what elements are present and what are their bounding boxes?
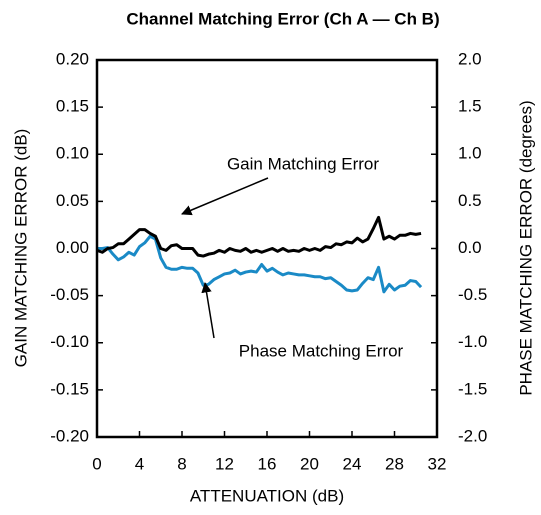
- x-tick-label: 12: [215, 454, 234, 473]
- annotation-arrow: [181, 177, 269, 216]
- y2-tick-label: 0.0: [458, 238, 482, 257]
- y2-tick-label: 0.5: [458, 191, 482, 210]
- y-tick-label: -0.20: [50, 426, 89, 445]
- annotation-arrow: [201, 281, 215, 339]
- x-tick-label: 28: [385, 454, 404, 473]
- y-tick-label: 0.10: [56, 144, 89, 163]
- y2-tick-label: 2.0: [458, 49, 482, 68]
- y-axis-label: GAIN MATCHING ERROR (dB): [11, 129, 30, 368]
- y-tick-label: -0.05: [50, 285, 89, 304]
- y-tick-label: 0.05: [56, 191, 89, 210]
- y-tick-label: 0.00: [56, 238, 89, 257]
- y2-tick-label: 1.5: [458, 97, 482, 116]
- y-tick-label: -0.15: [50, 379, 89, 398]
- annotation: Phase Matching Error: [239, 341, 404, 360]
- y2-tick-label: -2.0: [458, 426, 487, 445]
- x-tick-label: 24: [343, 454, 362, 473]
- y2-tick-label: 1.0: [458, 144, 482, 163]
- y2-axis-label: PHASE MATCHING ERROR (degrees): [516, 100, 535, 395]
- x-tick-label: 8: [177, 454, 186, 473]
- x-tick-label: 16: [258, 454, 277, 473]
- y2-tick-label: -1.5: [458, 379, 487, 398]
- x-tick-label: 20: [300, 454, 319, 473]
- data-line: [97, 234, 423, 294]
- x-axis-label: ATTENUATION (dB): [190, 486, 344, 505]
- y-tick-label: 0.20: [56, 49, 89, 68]
- x-tick-label: 32: [428, 454, 447, 473]
- data-line: [96, 215, 422, 258]
- annotation: Gain Matching Error: [227, 154, 379, 173]
- y-tick-label: -0.10: [50, 332, 89, 351]
- x-tick-label: 4: [135, 454, 144, 473]
- y2-tick-label: -0.5: [458, 285, 487, 304]
- y-tick-label: 0.15: [56, 97, 89, 116]
- plot-frame: [95, 58, 439, 439]
- chart-title: Channel Matching Error (Ch A — Ch B): [126, 9, 439, 28]
- y2-tick-label: -1.0: [458, 332, 487, 351]
- x-tick-label: 0: [92, 454, 101, 473]
